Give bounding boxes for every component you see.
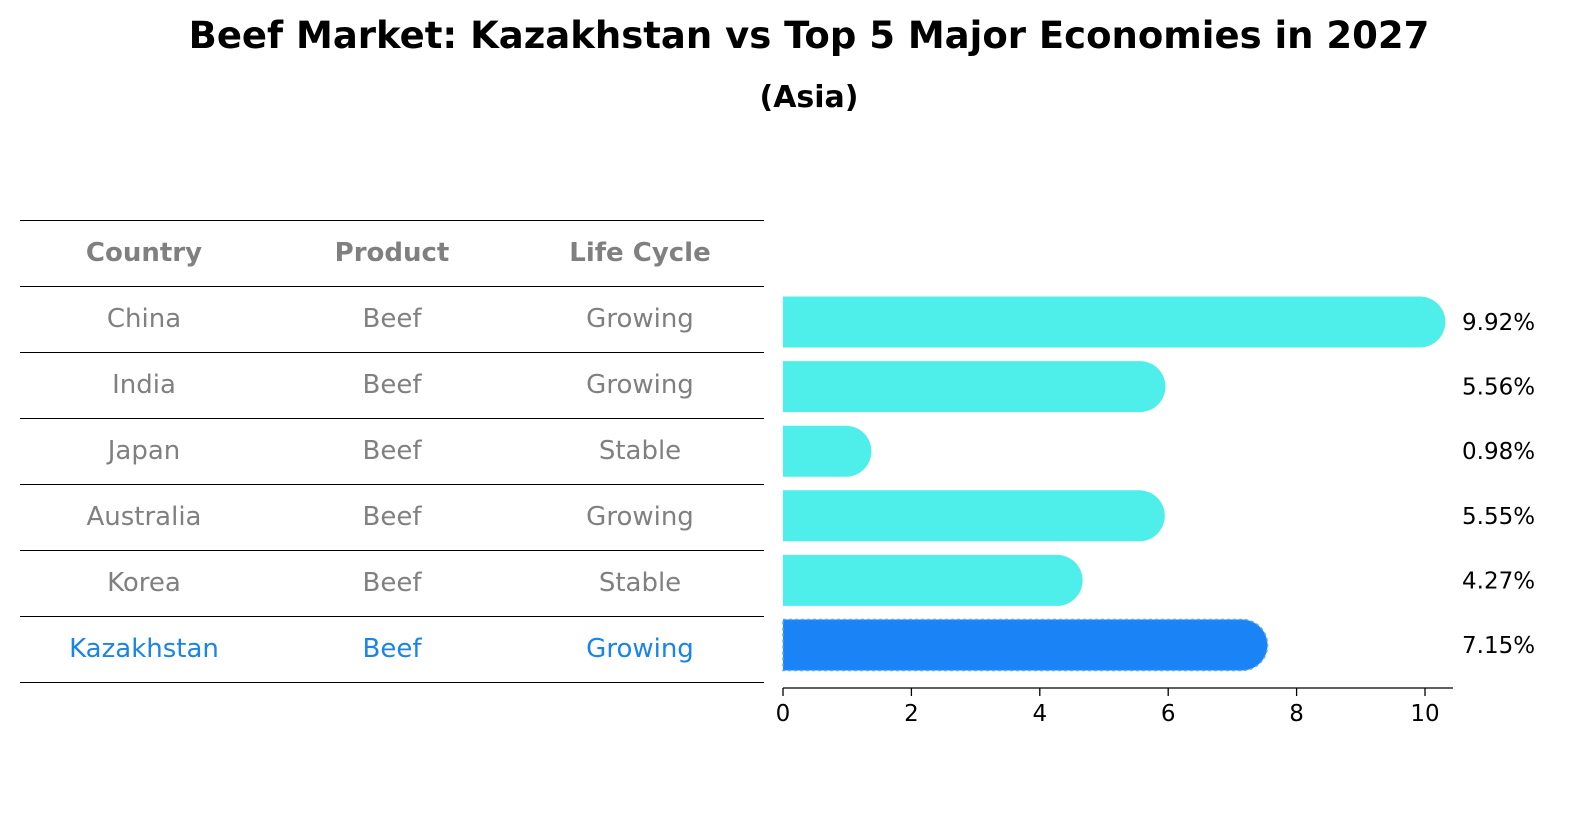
chart-subtitle: (Asia) — [759, 80, 859, 115]
cell-life-cycle: Growing — [586, 502, 694, 532]
bar-japan — [783, 425, 872, 477]
data-label: 5.55% — [1462, 504, 1535, 530]
x-tick-label: 6 — [1161, 701, 1176, 727]
cell-product: Beef — [362, 568, 422, 598]
bar-korea — [783, 554, 1083, 606]
data-label: 0.98% — [1462, 439, 1535, 465]
table-row: Korea Beef Stable — [20, 550, 764, 616]
x-tick-label: 10 — [1410, 701, 1439, 727]
bar-chart: 9.92% 5.56% 0.98% 5.55% 4.27% 7.15% 0 2 4 6 8 10 — [776, 296, 1535, 727]
data-label: 4.27% — [1462, 568, 1535, 594]
data-label: 7.15% — [1462, 633, 1535, 659]
cell-product: Beef — [362, 370, 422, 400]
table-rule — [20, 550, 764, 551]
cell-product: Beef — [362, 502, 422, 532]
x-tick-label: 0 — [776, 701, 791, 727]
table-row: India Beef Growing — [20, 352, 764, 418]
header-country: Country — [85, 238, 203, 268]
header-life-cycle: Life Cycle — [569, 238, 711, 268]
bar-india — [783, 361, 1166, 413]
x-tick-label: 4 — [1032, 701, 1047, 727]
bar-australia — [783, 490, 1165, 542]
table-rule — [20, 616, 764, 617]
cell-country: India — [112, 370, 176, 400]
table-rule — [20, 220, 764, 221]
cell-life-cycle: Growing — [586, 304, 694, 334]
header-product: Product — [334, 238, 450, 268]
x-tick-label: 2 — [904, 701, 919, 727]
table-row: Australia Beef Growing — [20, 484, 764, 550]
cell-country: China — [106, 304, 182, 334]
table-rule — [20, 352, 764, 353]
chart-title: Beef Market: Kazakhstan vs Top 5 Major E… — [188, 14, 1430, 57]
cell-life-cycle: Growing — [586, 634, 694, 664]
cell-country: Australia — [86, 502, 202, 532]
data-label: 5.56% — [1462, 375, 1535, 401]
table-rule — [20, 682, 764, 683]
cell-product: Beef — [362, 436, 422, 466]
table-row-highlight: Kazakhstan Beef Growing — [20, 616, 764, 682]
table-row: China Beef Growing — [20, 286, 764, 352]
table-rule — [20, 484, 764, 485]
bar-china — [783, 296, 1446, 348]
cell-product: Beef — [362, 304, 422, 334]
cell-country: Kazakhstan — [69, 634, 219, 664]
table-rule — [20, 286, 764, 287]
cell-country: Korea — [107, 568, 181, 598]
table-rule — [20, 418, 764, 419]
cell-life-cycle: Stable — [598, 568, 682, 598]
cell-country: Japan — [107, 436, 181, 466]
table-header: Country Product Life Cycle — [20, 220, 764, 286]
cell-life-cycle: Stable — [598, 436, 682, 466]
cell-product: Beef — [362, 634, 422, 664]
x-tick-label: 8 — [1289, 701, 1304, 727]
data-label: 9.92% — [1462, 310, 1535, 336]
cell-life-cycle: Growing — [586, 370, 694, 400]
bar-kazakhstan — [782, 618, 1269, 672]
table-row: Japan Beef Stable — [20, 418, 764, 484]
